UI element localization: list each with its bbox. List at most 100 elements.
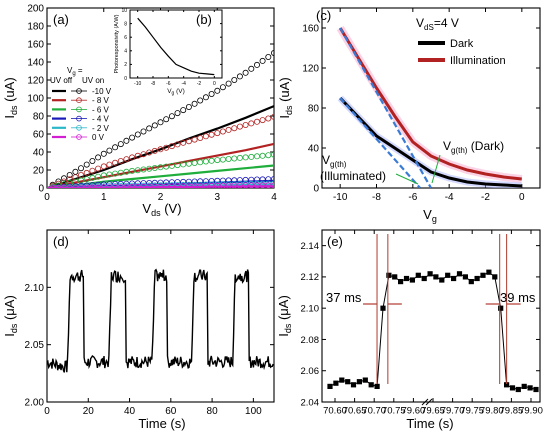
panel-a-uv-point bbox=[271, 180, 274, 187]
panel-a-uv-point bbox=[95, 184, 102, 188]
panel-e-data-point bbox=[486, 269, 492, 275]
panel-a-legend-rows: -10 V- 8 V- 6 V- 4 V- 2 V0 V bbox=[52, 87, 112, 142]
panel-e-data-point bbox=[445, 272, 451, 278]
panel-e: 70.6070.6570.7070.7579.6079.6579.7079.75… bbox=[276, 229, 543, 431]
panel-a-uv-point bbox=[259, 152, 266, 159]
panel-a-uv-point bbox=[208, 157, 215, 164]
panel-a-uv-point bbox=[146, 183, 153, 188]
panel-a-legend-label: - 2 V bbox=[92, 124, 110, 133]
panel-a-uv-point bbox=[253, 118, 260, 125]
panel-a-uv-point bbox=[236, 182, 243, 188]
panel-a-ytick-label: 160 bbox=[27, 40, 44, 51]
panel-c-annotation-dark: Vg(th) (Dark) bbox=[443, 139, 504, 155]
panel-c-illuminated-fit bbox=[339, 27, 432, 188]
panel-a-uv-point bbox=[214, 182, 221, 188]
panel-c-legend-illumination: Illumination bbox=[450, 55, 506, 67]
panel-a-uv-point bbox=[185, 183, 192, 188]
panel-e-data-point bbox=[415, 272, 421, 278]
panel-b-letter: (b) bbox=[196, 12, 212, 27]
panel-a-legend-label: - 8 V bbox=[92, 96, 110, 105]
panel-e-ytick-label: 2.08 bbox=[301, 335, 320, 346]
panel-c-annotation-dark-arrow bbox=[431, 154, 441, 184]
panel-e-ytick-label: 2.10 bbox=[301, 304, 320, 315]
panel-b-xtick-label: -4 bbox=[181, 81, 186, 87]
panel-a-uv-point bbox=[66, 171, 73, 178]
panel-a-uv-point bbox=[253, 176, 260, 183]
panel-a-uv-point bbox=[265, 152, 272, 159]
panel-d-xtick-label: 100 bbox=[245, 406, 262, 417]
panel-a-xtick-label: 3 bbox=[214, 192, 220, 203]
panel-c-illumination-line bbox=[338, 27, 522, 181]
panel-a-uv-point bbox=[265, 54, 272, 61]
panel-e-data-point bbox=[451, 275, 457, 282]
panel-a-uv-point bbox=[208, 131, 215, 138]
panel-a-uv-point bbox=[185, 138, 192, 145]
panel-a-uv-point bbox=[134, 131, 141, 138]
panel-a-uv-point bbox=[242, 69, 249, 76]
panel-c: -10 -8 -6 -4 -2 0 0 40 80 120 160 (c) VdS=4 V Dark… bbox=[277, 7, 541, 224]
panel-a-legend: Vg = UV off UV on -10 V- 8 V- 6 V- 4 V- … bbox=[50, 66, 112, 142]
panel-a-uv-point bbox=[78, 184, 84, 188]
panel-c-plot bbox=[336, 25, 523, 188]
panel-a-uv-point bbox=[83, 169, 90, 176]
panel-a-uv-point bbox=[89, 157, 96, 164]
panel-e-data-point bbox=[474, 275, 480, 282]
panel-a-uv-point bbox=[140, 128, 147, 135]
panel-a-uv-point bbox=[117, 184, 124, 188]
panel-a-uv-point bbox=[129, 134, 136, 141]
panel-a-uv-point bbox=[185, 104, 192, 111]
panel-a-uv-point bbox=[225, 182, 232, 188]
panel-a-ytick-label: 0 bbox=[38, 184, 44, 195]
panel-d-frame bbox=[46, 229, 275, 403]
panel-d-xtick-label: 0 bbox=[44, 406, 50, 417]
panel-e-data-point bbox=[339, 377, 345, 383]
panel-a-uv-point bbox=[185, 160, 192, 167]
panel-e-data-point bbox=[327, 383, 333, 389]
panel-a-ytick-label: 200 bbox=[27, 4, 44, 15]
panel-a-uv-point bbox=[214, 87, 221, 94]
panel-e-data-point bbox=[462, 274, 468, 280]
panel-b-plot bbox=[137, 17, 215, 76]
panel-a-uv-point bbox=[180, 183, 187, 188]
panel-e-ytick-label: 2.12 bbox=[301, 272, 320, 283]
panel-a-uv-point bbox=[140, 151, 147, 158]
panel-b-xtick-label: -2 bbox=[197, 81, 202, 87]
panel-a-uv-point bbox=[89, 174, 96, 181]
panel-a-uv-point bbox=[106, 161, 113, 168]
panel-d: 0 20 40 60 80 100 2.00 2.05 2.10 (d) Time (s) Id… bbox=[2, 229, 275, 431]
panel-a-uv-point bbox=[89, 167, 96, 174]
panel-a-uv-point bbox=[202, 133, 209, 140]
panel-a-series-dark-0 bbox=[47, 105, 274, 188]
panel-a-uv-point bbox=[202, 183, 209, 188]
panel-a-uv-point bbox=[140, 183, 147, 188]
panel-e-rise-time-label: 37 ms bbox=[326, 290, 362, 305]
panel-a-uv-point bbox=[248, 182, 255, 188]
panel-e-data-point bbox=[480, 272, 486, 278]
panel-e-axis-break bbox=[421, 398, 433, 406]
panel-e-data-point bbox=[392, 274, 398, 280]
panel-d-letter: (d) bbox=[53, 234, 69, 249]
panel-a-uv-point bbox=[168, 162, 175, 169]
panel-a-uv-point bbox=[219, 182, 226, 188]
panel-a-uv-point bbox=[174, 179, 181, 186]
panel-a-uv-point bbox=[168, 179, 175, 186]
panel-a-uv-point bbox=[134, 183, 141, 188]
panel-d-axes: 0 20 40 60 80 100 2.00 2.05 2.10 bbox=[25, 230, 274, 417]
panel-a-uv-point bbox=[253, 153, 260, 160]
panel-c-legend-dark: Dark bbox=[450, 38, 474, 50]
panel-a-uv-point bbox=[55, 182, 62, 188]
panel-c-dark-line bbox=[339, 96, 522, 188]
panel-a-uv-point bbox=[123, 156, 130, 163]
panel-a-uv-point bbox=[231, 155, 238, 162]
panel-d-xtick-label: 40 bbox=[124, 406, 136, 417]
panel-e-data-point bbox=[433, 274, 439, 280]
panel-e-ytick-label: 2.14 bbox=[301, 241, 320, 252]
panel-a-xtick-label: 2 bbox=[158, 192, 164, 203]
panel-a-uv-point bbox=[191, 159, 198, 166]
panel-a-uv-point bbox=[146, 165, 153, 172]
panel-a-uv-point bbox=[265, 176, 272, 183]
panel-e-data-point bbox=[386, 272, 392, 278]
panel-a-uv-point bbox=[100, 172, 107, 179]
panel-e-data-point bbox=[456, 271, 463, 277]
